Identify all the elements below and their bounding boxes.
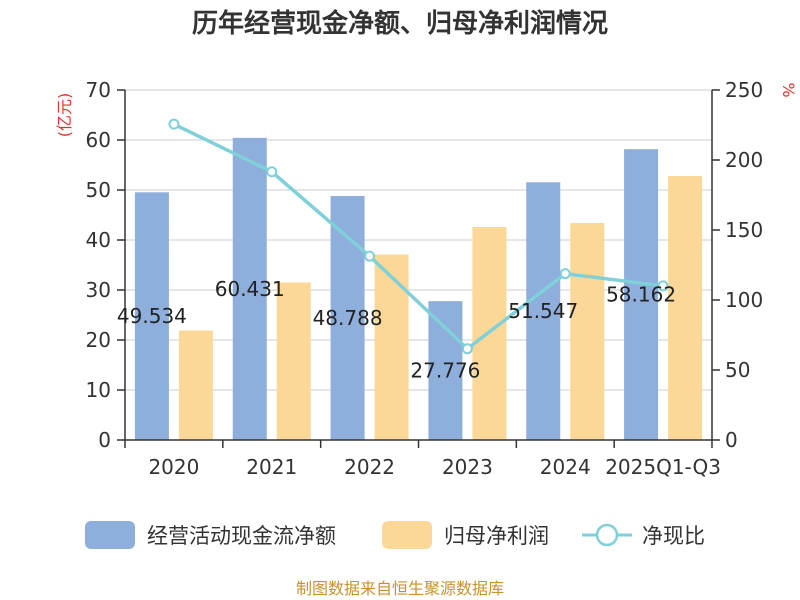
legend-label-net-profit: 归母净利润 (444, 524, 549, 548)
bar-cash-flow (428, 301, 463, 440)
ratio-series-line (173, 122, 664, 352)
ratio-point (657, 280, 669, 292)
right-axis-unit: % (779, 82, 798, 97)
right-tick-label: 150 (725, 218, 763, 242)
legend-label-cash-flow: 经营活动现金流净额 (147, 524, 336, 548)
axes: 0 10 20 30 40 50 60 70 0 50 100 150 200 250 2020 2021 20… (86, 78, 764, 479)
data-labels: 49.534 60.431 48.788 27.776 51.547 58.162 (117, 277, 676, 383)
bar-cash-flow (526, 182, 561, 440)
bar-value-label: 58.162 (606, 283, 676, 307)
x-tick-label: 2024 (540, 455, 591, 479)
legend-label-ratio: 净现比 (642, 524, 705, 548)
ratio-point (266, 166, 278, 178)
x-tick-label: 2022 (344, 455, 395, 479)
bar-value-label: 48.788 (313, 306, 383, 330)
ratio-line (168, 118, 669, 355)
left-tick-label: 30 (86, 278, 111, 302)
right-tick-label: 50 (725, 358, 750, 382)
gridlines (125, 89, 712, 391)
bar-cash-flow (624, 149, 659, 440)
x-tick-label: 2025Q1-Q3 (605, 455, 721, 479)
right-tick-label: 250 (725, 78, 763, 102)
bar-value-label: 51.547 (508, 299, 578, 323)
right-tick-label: 0 (725, 428, 738, 452)
bar-net-profit (178, 330, 213, 440)
bar-cash-flow (232, 137, 267, 440)
left-tick-label: 10 (86, 378, 111, 402)
right-tick-label: 200 (725, 148, 763, 172)
ratio-point (461, 343, 473, 355)
source-note: 制图数据来自恒生聚源数据库 (296, 579, 504, 598)
bar-net-profit (374, 254, 409, 440)
legend-swatch-cash-flow (85, 521, 135, 549)
right-tick-label: 100 (725, 288, 763, 312)
left-tick-label: 70 (86, 78, 111, 102)
left-axis-unit: (亿元) (55, 93, 74, 138)
x-tick-label: 2021 (246, 455, 297, 479)
ratio-point (364, 250, 376, 262)
ratio-point (559, 268, 571, 280)
bar-net-profit (668, 176, 703, 440)
bar-value-label: 60.431 (215, 277, 285, 301)
chart-title: 历年经营现金净额、归母净利润情况 (192, 8, 608, 39)
bar-value-label: 27.776 (410, 359, 480, 383)
left-tick-label: 60 (86, 128, 111, 152)
legend: 经营活动现金流净额 归母净利润 净现比 (85, 521, 705, 549)
x-tick-label: 2020 (148, 455, 199, 479)
ratio-point (168, 118, 180, 130)
left-tick-label: 50 (86, 178, 111, 202)
bar-value-label: 49.534 (117, 304, 187, 328)
legend-marker-ratio (595, 523, 619, 547)
legend-swatch-net-profit (382, 521, 432, 549)
left-tick-label: 20 (86, 328, 111, 352)
bar-net-profit (570, 223, 605, 440)
bar-cash-flow (134, 192, 169, 440)
left-tick-label: 40 (86, 228, 111, 252)
bar-net-profit (276, 282, 311, 440)
bars (134, 137, 703, 440)
left-tick-label: 0 (98, 428, 111, 452)
x-tick-label: 2023 (442, 455, 493, 479)
